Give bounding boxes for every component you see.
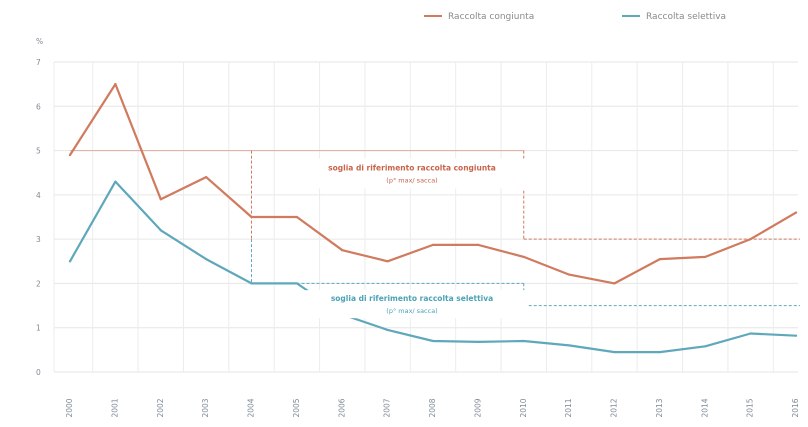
y-tick-label: 3 xyxy=(36,235,41,244)
data-point xyxy=(68,260,72,263)
data-point xyxy=(522,339,525,343)
data-point xyxy=(613,350,616,354)
y-axis-label: % xyxy=(36,37,43,46)
y-tick-label: 7 xyxy=(36,58,41,67)
data-point xyxy=(341,249,344,252)
data-point xyxy=(295,282,298,285)
data-point xyxy=(250,282,253,285)
data-point xyxy=(205,257,208,261)
x-tick-label: 2008 xyxy=(428,398,437,417)
y-tick-label: 0 xyxy=(36,368,41,377)
annotation-congiunta-label: soglia di riferimento raccolta congiunta xyxy=(328,164,496,173)
y-tick-label: 5 xyxy=(36,147,41,156)
series-line-selettiva xyxy=(68,180,798,354)
data-point xyxy=(477,340,480,343)
x-tick-label: 2002 xyxy=(156,398,165,417)
data-point xyxy=(749,332,752,335)
data-point xyxy=(613,282,616,285)
annotation-congiunta-sublabel: (p° max/ sacca) xyxy=(386,177,437,185)
x-tick-label: 2001 xyxy=(110,398,119,417)
x-tick-label: 2007 xyxy=(383,398,392,417)
x-tick-label: 2003 xyxy=(201,398,210,417)
data-point xyxy=(477,243,480,246)
data-point xyxy=(704,345,707,348)
annotation-selettiva-sublabel: (p° max/ sacca) xyxy=(386,307,437,315)
data-point xyxy=(431,339,435,343)
data-point xyxy=(568,273,571,276)
data-point xyxy=(522,255,525,258)
data-point xyxy=(68,153,72,157)
legend-label-selettiva: Raccolta selettiva xyxy=(646,12,726,22)
x-tick-label: 2000 xyxy=(65,398,74,417)
x-tick-label: 2016 xyxy=(791,398,800,417)
data-point xyxy=(704,255,707,258)
data-point xyxy=(159,229,162,232)
data-point xyxy=(114,180,117,183)
data-point xyxy=(749,238,752,241)
data-point xyxy=(386,328,389,332)
x-tick-label: 2005 xyxy=(292,398,301,417)
x-tick-label: 2014 xyxy=(700,398,709,417)
data-point xyxy=(114,83,117,86)
y-tick-label: 1 xyxy=(36,324,41,333)
data-point xyxy=(295,215,298,219)
data-point xyxy=(159,198,162,201)
x-tick-label: 2015 xyxy=(746,398,755,417)
x-tick-label: 2011 xyxy=(564,398,573,417)
annotation-selettiva-label: soglia di riferimento raccolta selettiva xyxy=(331,294,493,303)
x-tick-label: 2012 xyxy=(610,398,619,417)
data-point xyxy=(205,176,208,179)
data-point xyxy=(658,257,661,261)
data-point xyxy=(794,334,798,337)
x-tick-label: 2006 xyxy=(337,398,346,417)
legend-label-congiunta: Raccolta congiunta xyxy=(448,12,534,22)
y-tick-label: 6 xyxy=(36,102,41,111)
y-tick-label: 2 xyxy=(36,279,41,288)
annotation-bg-selettiva xyxy=(297,290,527,319)
data-point xyxy=(250,215,253,219)
data-point xyxy=(794,211,798,214)
x-tick-label: 2013 xyxy=(655,398,664,417)
data-point xyxy=(386,260,389,263)
data-point xyxy=(568,344,571,347)
annotation-bg-congiunta xyxy=(292,158,532,189)
data-point xyxy=(431,243,435,246)
x-tick-label: 2010 xyxy=(519,398,528,417)
data-point xyxy=(658,350,661,354)
y-tick-label: 4 xyxy=(36,191,41,200)
x-tick-label: 2004 xyxy=(247,398,256,417)
x-tick-label: 2009 xyxy=(473,398,482,417)
